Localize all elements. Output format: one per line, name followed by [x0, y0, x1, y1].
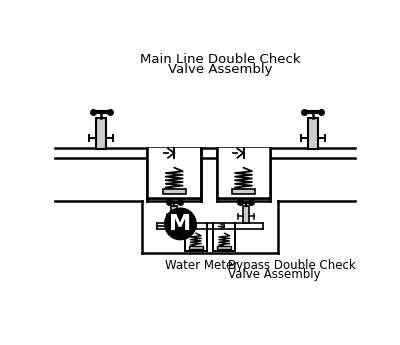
Text: Valve Assembly: Valve Assembly	[168, 63, 273, 76]
Bar	[148, 148, 200, 198]
Bar	[243, 206, 249, 223]
Text: Valve Assembly: Valve Assembly	[228, 268, 321, 281]
Circle shape	[165, 208, 196, 239]
Text: Main Line Double Check: Main Line Double Check	[140, 53, 301, 66]
Text: M: M	[169, 214, 192, 234]
Bar	[232, 189, 255, 194]
Bar	[217, 246, 231, 249]
Bar	[171, 206, 177, 223]
Text: Water Meter: Water Meter	[165, 259, 238, 272]
Bar	[163, 189, 186, 194]
Bar	[96, 118, 106, 149]
Bar	[186, 224, 206, 250]
Bar	[214, 224, 234, 250]
Text: Bypass Double Check: Bypass Double Check	[228, 259, 356, 272]
Bar	[189, 246, 203, 249]
Bar	[308, 118, 318, 149]
Bar	[217, 148, 270, 198]
